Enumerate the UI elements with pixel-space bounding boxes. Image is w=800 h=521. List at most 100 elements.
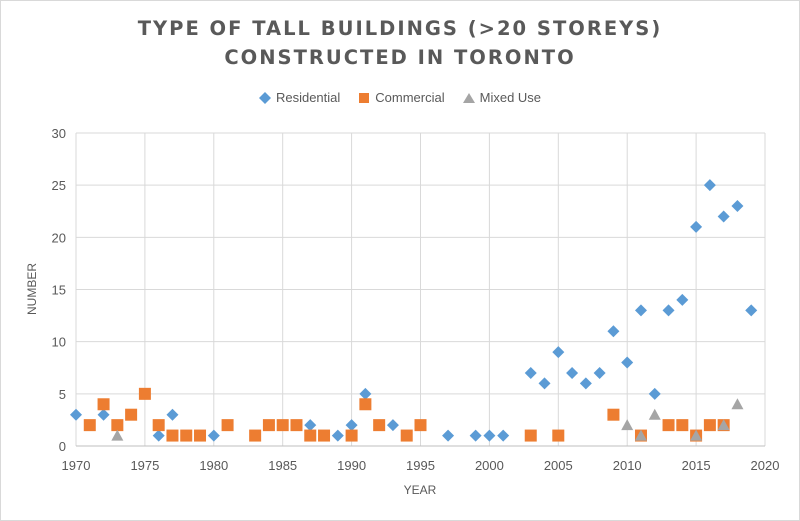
point-residential: [442, 429, 455, 442]
y-tick-label: 30: [52, 126, 66, 141]
point-mixed-use: [634, 429, 647, 441]
point-commercial: [97, 398, 110, 411]
x-tick-label: 2000: [475, 458, 504, 473]
gridlines: [75, 132, 766, 447]
point-commercial: [152, 419, 165, 432]
point-commercial: [552, 429, 565, 442]
x-tick-label: 1985: [268, 458, 297, 473]
point-commercial: [83, 419, 96, 432]
point-commercial: [373, 419, 386, 432]
point-commercial: [262, 419, 275, 432]
point-residential: [538, 377, 551, 390]
chart-title-line-1: TYPE OF TALL BUILDINGS (>20 STOREYS): [137, 17, 663, 40]
point-residential: [483, 429, 496, 442]
y-tick-label: 0: [59, 439, 66, 454]
point-residential: [207, 429, 220, 442]
point-commercial: [304, 429, 317, 442]
point-commercial: [276, 419, 289, 432]
x-tick-label: 2015: [682, 458, 711, 473]
point-commercial: [345, 429, 358, 442]
point-commercial: [414, 419, 427, 432]
point-residential: [386, 419, 399, 432]
point-commercial: [703, 419, 716, 432]
point-residential: [166, 408, 179, 421]
x-tick-label: 1975: [130, 458, 159, 473]
point-commercial: [221, 419, 234, 432]
point-mixed-use: [648, 408, 661, 420]
tick-labels: 0 5 10 15 20 25 30 1970 1975 1980 1985 1990 1995 2000…: [52, 126, 780, 473]
point-residential: [731, 200, 744, 213]
point-commercial: [524, 429, 537, 442]
point-residential: [345, 419, 358, 432]
point-residential: [621, 356, 634, 369]
point-commercial: [359, 398, 372, 411]
chart-title: TYPE OF TALL BUILDINGS (>20 STOREYS) CON…: [0, 14, 800, 72]
point-residential: [607, 325, 620, 338]
point-residential: [676, 293, 689, 306]
y-tick-label: 25: [52, 178, 66, 193]
point-mixed-use: [690, 429, 703, 441]
data-markers: [70, 179, 758, 442]
point-residential: [497, 429, 510, 442]
point-residential: [648, 387, 661, 400]
point-residential: [634, 304, 647, 317]
y-tick-label: 10: [52, 335, 66, 350]
point-mixed-use: [717, 419, 730, 431]
point-mixed-use: [111, 429, 124, 441]
point-commercial: [607, 408, 620, 421]
point-residential: [524, 366, 537, 379]
point-residential: [662, 304, 675, 317]
point-residential: [70, 408, 82, 421]
point-residential: [703, 179, 716, 192]
point-commercial: [318, 429, 331, 442]
point-residential: [331, 429, 344, 442]
y-tick-label: 15: [52, 283, 66, 298]
legend-label-commercial: Commercial: [375, 90, 445, 105]
x-tick-label: 1995: [406, 458, 435, 473]
point-commercial: [194, 429, 207, 442]
y-tick-label: 20: [52, 230, 66, 245]
point-commercial: [166, 429, 179, 442]
point-residential: [579, 377, 592, 390]
legend-square-shape: [359, 92, 370, 103]
x-tick-label: 1990: [337, 458, 366, 473]
point-residential: [690, 220, 703, 233]
point-commercial: [676, 419, 689, 432]
point-residential: [552, 346, 565, 359]
point-residential: [152, 429, 165, 442]
point-residential: [745, 304, 758, 317]
point-commercial: [249, 429, 262, 442]
point-residential: [717, 210, 730, 223]
point-commercial: [290, 419, 303, 432]
x-axis-title: YEAR: [404, 483, 437, 497]
x-tick-label: 2005: [544, 458, 573, 473]
point-commercial: [138, 387, 151, 400]
legend-diamond-shape: [258, 91, 271, 104]
x-tick-label: 1980: [199, 458, 228, 473]
chart-title-line-2: CONSTRUCTED IN TORONTO: [224, 46, 576, 69]
point-commercial: [400, 429, 413, 442]
point-commercial: [662, 419, 675, 432]
point-residential: [97, 408, 110, 421]
point-residential: [566, 366, 579, 379]
legend-item-commercial: Commercial: [358, 90, 445, 105]
legend-triangle-shape: [462, 92, 475, 103]
legend-label-mixed-use: Mixed Use: [479, 90, 542, 105]
legend-item-residential: Residential: [258, 90, 341, 105]
chart-legend: Residential Commercial Mixed Use: [0, 90, 800, 105]
point-residential: [304, 419, 317, 432]
y-tick-label: 5: [59, 387, 66, 402]
point-mixed-use: [731, 398, 744, 410]
point-commercial: [125, 408, 138, 421]
x-tick-label: 2010: [613, 458, 642, 473]
point-mixed-use: [621, 419, 634, 431]
point-commercial: [111, 419, 124, 432]
x-tick-label: 2020: [751, 458, 780, 473]
legend-label-residential: Residential: [275, 90, 341, 105]
x-tick-label: 1970: [62, 458, 91, 473]
point-residential: [469, 429, 482, 442]
point-commercial: [180, 429, 193, 442]
y-axis-title: NUMBER: [25, 263, 39, 315]
